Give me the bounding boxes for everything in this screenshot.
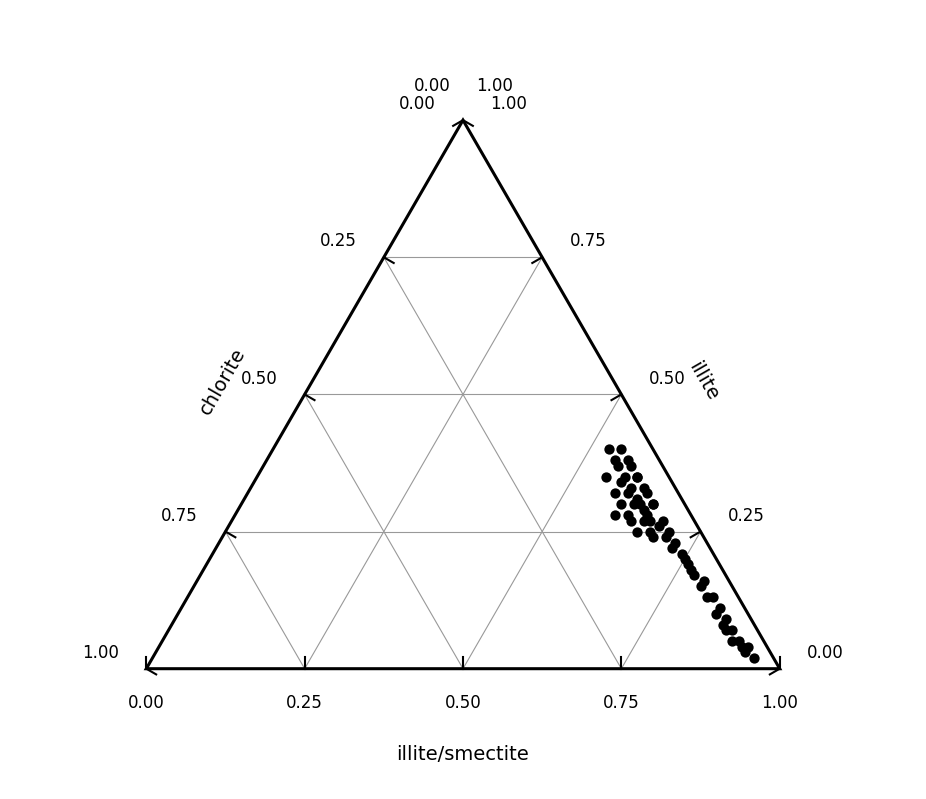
Text: 0.00: 0.00 bbox=[128, 694, 165, 712]
Point bbox=[719, 613, 733, 626]
Text: 1.00: 1.00 bbox=[82, 644, 119, 662]
Text: 0.75: 0.75 bbox=[603, 694, 640, 712]
Point bbox=[741, 640, 756, 653]
Text: 0.75: 0.75 bbox=[569, 233, 607, 250]
Point bbox=[709, 607, 724, 620]
Point bbox=[715, 618, 730, 631]
Point bbox=[614, 475, 629, 488]
Point bbox=[725, 624, 740, 637]
Point bbox=[614, 498, 629, 511]
Point bbox=[611, 459, 626, 472]
Point bbox=[683, 563, 698, 576]
Point bbox=[699, 591, 714, 604]
Point bbox=[677, 553, 692, 566]
Point bbox=[652, 519, 667, 532]
Point bbox=[630, 525, 644, 538]
Point bbox=[620, 454, 635, 467]
Point bbox=[601, 443, 616, 455]
Point bbox=[636, 515, 651, 527]
Text: 0.00: 0.00 bbox=[414, 77, 450, 95]
Point bbox=[712, 602, 727, 614]
Text: illite: illite bbox=[685, 359, 722, 404]
Point bbox=[639, 487, 654, 499]
Point bbox=[614, 443, 629, 455]
Point bbox=[630, 471, 644, 483]
Text: 0.00: 0.00 bbox=[807, 644, 844, 662]
Point bbox=[694, 580, 708, 593]
Text: 0.25: 0.25 bbox=[728, 507, 765, 525]
Point bbox=[661, 525, 676, 538]
Text: 0.50: 0.50 bbox=[241, 370, 277, 388]
Point bbox=[734, 640, 749, 653]
Text: 1.00: 1.00 bbox=[476, 77, 513, 95]
Point bbox=[645, 531, 660, 543]
Point bbox=[639, 509, 654, 522]
Text: 1.00: 1.00 bbox=[761, 694, 798, 712]
Text: chlorite: chlorite bbox=[195, 345, 249, 419]
Text: 0.00: 0.00 bbox=[399, 95, 435, 113]
Point bbox=[643, 515, 657, 527]
Point bbox=[674, 547, 689, 560]
Point bbox=[668, 536, 682, 549]
Point bbox=[719, 624, 733, 637]
Point bbox=[627, 498, 642, 511]
Point bbox=[607, 487, 622, 499]
Text: 0.75: 0.75 bbox=[161, 507, 198, 525]
Point bbox=[665, 542, 680, 555]
Point bbox=[633, 498, 648, 511]
Point bbox=[598, 471, 613, 483]
Point bbox=[725, 635, 740, 648]
Text: illite/smectite: illite/smectite bbox=[396, 745, 530, 764]
Point bbox=[617, 471, 632, 483]
Text: 0.50: 0.50 bbox=[649, 370, 685, 388]
Point bbox=[645, 498, 660, 511]
Point bbox=[643, 525, 657, 538]
Text: 1.00: 1.00 bbox=[491, 95, 527, 113]
Point bbox=[636, 503, 651, 516]
Point bbox=[747, 651, 762, 664]
Point bbox=[607, 509, 622, 522]
Point bbox=[623, 459, 638, 472]
Point bbox=[630, 471, 644, 483]
Point bbox=[623, 481, 638, 494]
Point bbox=[630, 492, 644, 505]
Point bbox=[706, 591, 720, 604]
Text: 0.50: 0.50 bbox=[444, 694, 482, 712]
Point bbox=[732, 635, 746, 648]
Point bbox=[607, 454, 622, 467]
Point bbox=[623, 515, 638, 527]
Point bbox=[658, 531, 673, 543]
Point bbox=[620, 509, 635, 522]
Point bbox=[636, 481, 651, 494]
Point bbox=[681, 558, 695, 570]
Text: 0.25: 0.25 bbox=[286, 694, 323, 712]
Point bbox=[687, 569, 702, 582]
Point bbox=[655, 515, 669, 527]
Text: 0.25: 0.25 bbox=[319, 233, 357, 250]
Point bbox=[645, 498, 660, 511]
Point bbox=[737, 646, 752, 658]
Point bbox=[620, 487, 635, 499]
Point bbox=[696, 574, 711, 587]
